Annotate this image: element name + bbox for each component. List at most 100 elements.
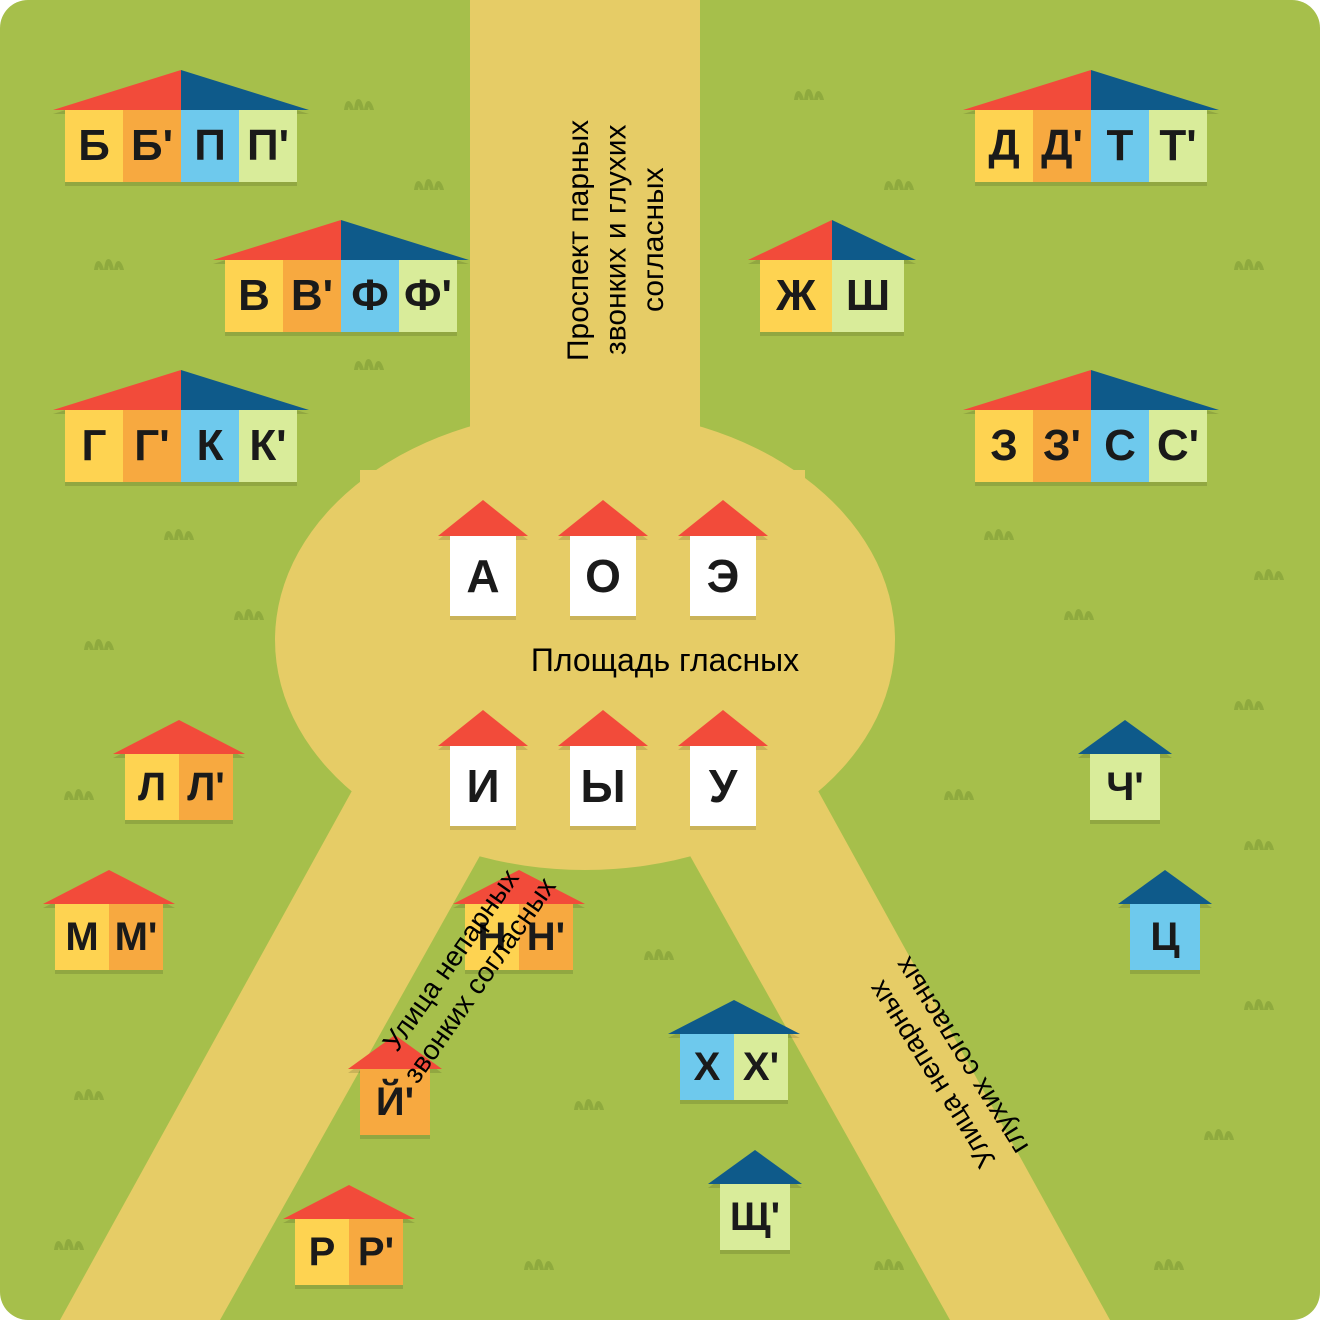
grass-tuft (790, 80, 826, 100)
house-body: ГГ'КК' (65, 410, 309, 482)
letter-cell: Г' (123, 410, 181, 482)
grass-tuft (940, 780, 976, 800)
house-body: ХХ' (680, 1034, 800, 1100)
letter-cell: Э (690, 536, 756, 616)
house-body: У (690, 746, 768, 826)
house-roof (1118, 870, 1212, 904)
grass-tuft (880, 170, 916, 190)
grass-tuft (570, 1090, 606, 1110)
letter-cell: И (450, 746, 516, 826)
letter-cell: Ц (1130, 904, 1200, 970)
house-body: ЗЗ'СС' (975, 410, 1219, 482)
grass-tuft (980, 520, 1016, 540)
house-roof (678, 500, 768, 536)
letter-cell: Т (1091, 110, 1149, 182)
letter-cell: К' (239, 410, 297, 482)
letter-house: ММ' (55, 870, 175, 970)
grass-tuft (60, 780, 96, 800)
letter-cell: В (225, 260, 283, 332)
grass-tuft (1240, 830, 1276, 850)
grass-tuft (1230, 690, 1266, 710)
house-roof (963, 370, 1219, 410)
grass-tuft (1240, 990, 1276, 1010)
house-roof (558, 500, 648, 536)
house-body: Ц (1130, 904, 1212, 970)
road-label-center: Площадь гласных (475, 640, 855, 680)
house-body: О (570, 536, 648, 616)
house-roof (668, 1000, 800, 1034)
letter-house: У (690, 710, 768, 826)
house-roof (678, 710, 768, 746)
letter-cell: П' (239, 110, 297, 182)
house-body: ВВ'ФФ' (225, 260, 469, 332)
letter-house: Э (690, 500, 768, 616)
house-roof (748, 220, 916, 260)
grass-tuft (1250, 560, 1286, 580)
house-body: А (450, 536, 528, 616)
letter-house: ХХ' (680, 1000, 800, 1100)
grass-tuft (410, 170, 446, 190)
grass-tuft (340, 90, 376, 110)
letter-house: Ы (570, 710, 648, 826)
letter-cell: О (570, 536, 636, 616)
letter-cell: Ф' (399, 260, 457, 332)
letter-house: ДД'ТТ' (975, 70, 1219, 182)
letter-house: ЛЛ' (125, 720, 245, 820)
letter-cell: З' (1033, 410, 1091, 482)
house-body: ББ'ПП' (65, 110, 309, 182)
grass-tuft (1060, 600, 1096, 620)
house-body: Э (690, 536, 768, 616)
house-roof (708, 1150, 802, 1184)
letter-cell: З (975, 410, 1033, 482)
letter-cell: Х' (734, 1034, 788, 1100)
letter-cell: Р' (349, 1219, 403, 1285)
letter-cell: В' (283, 260, 341, 332)
letter-cell: Б (65, 110, 123, 182)
letter-cell: Д (975, 110, 1033, 182)
grass-tuft (870, 1250, 906, 1270)
letter-cell: Б' (123, 110, 181, 182)
letter-cell: Г (65, 410, 123, 482)
letter-house: Ц (1130, 870, 1212, 970)
house-roof (283, 1185, 415, 1219)
house-body: РР' (295, 1219, 415, 1285)
letter-cell: Д' (1033, 110, 1091, 182)
house-roof (113, 720, 245, 754)
letter-cell: М' (109, 904, 163, 970)
letter-house: ББ'ПП' (65, 70, 309, 182)
letter-cell: Р (295, 1219, 349, 1285)
letter-house: ВВ'ФФ' (225, 220, 469, 332)
house-roof (438, 710, 528, 746)
letter-cell: Ы (570, 746, 636, 826)
road-label-top-road: Проспект парных звонких и глухих согласн… (560, 60, 680, 420)
grass-tuft (520, 1250, 556, 1270)
letter-cell: А (450, 536, 516, 616)
house-roof (213, 220, 469, 260)
grass-tuft (70, 1080, 106, 1100)
letter-house: ГГ'КК' (65, 370, 309, 482)
house-body: ЛЛ' (125, 754, 245, 820)
grass-tuft (80, 630, 116, 650)
letter-house: ЗЗ'СС' (975, 370, 1219, 482)
house-body: Ч' (1090, 754, 1172, 820)
letter-cell: Ф (341, 260, 399, 332)
letter-house: А (450, 500, 528, 616)
house-body: И (450, 746, 528, 826)
letter-cell: Л' (179, 754, 233, 820)
house-body: Щ' (720, 1184, 802, 1250)
grass-tuft (640, 940, 676, 960)
letter-house: О (570, 500, 648, 616)
letter-house: РР' (295, 1185, 415, 1285)
house-roof (558, 710, 648, 746)
letter-house: ЖШ (760, 220, 916, 332)
grass-tuft (1150, 1250, 1186, 1270)
house-roof (963, 70, 1219, 110)
house-roof (1078, 720, 1172, 754)
letter-house: Щ' (720, 1150, 802, 1250)
letter-cell: Л (125, 754, 179, 820)
letter-cell: Х (680, 1034, 734, 1100)
letter-cell: У (690, 746, 756, 826)
grass-tuft (350, 350, 386, 370)
house-body: Ы (570, 746, 648, 826)
letter-cell: П (181, 110, 239, 182)
